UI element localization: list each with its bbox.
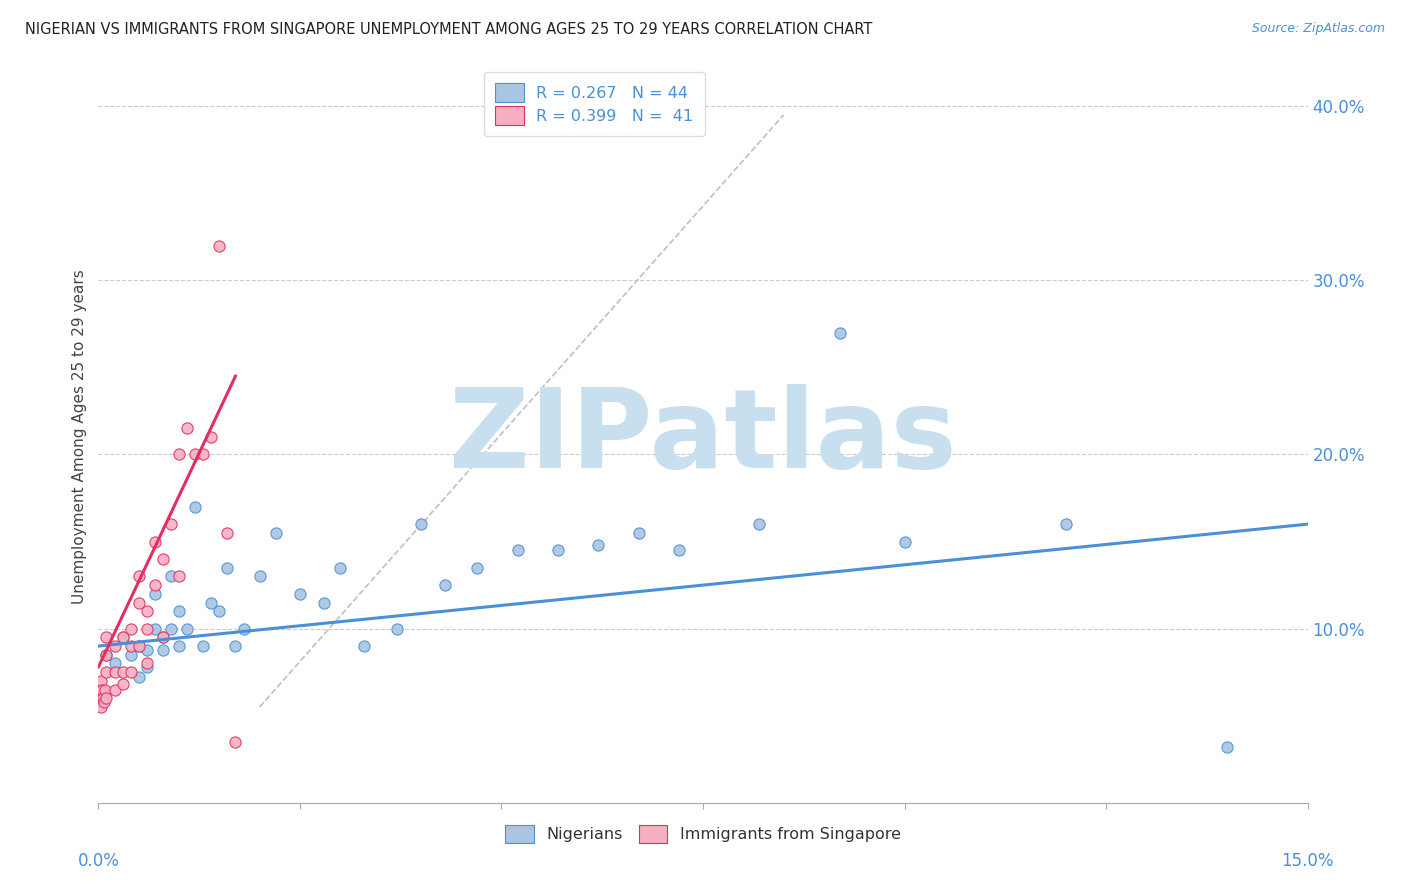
Point (224, 735, 246, 749)
Point (96, 665, 118, 680)
Point (90, 673, 112, 688)
Point (135, 622, 157, 636)
Point (160, 569, 183, 583)
Text: NIGERIAN VS IMMIGRANTS FROM SINGAPORE UNEMPLOYMENT AMONG AGES 25 TO 29 YEARS COR: NIGERIAN VS IMMIGRANTS FROM SINGAPORE UN… (25, 22, 873, 37)
Point (93, 695, 115, 709)
Point (128, 595, 150, 609)
Point (96, 631, 118, 645)
Point (465, 560, 488, 574)
Point (232, 622, 254, 636)
Point (128, 569, 150, 583)
Point (224, 639, 246, 653)
Point (103, 665, 125, 680)
Point (128, 639, 150, 653)
Point (547, 543, 569, 558)
Point (96, 691, 118, 706)
Text: 0.0%: 0.0% (77, 852, 120, 870)
Point (668, 543, 690, 558)
Point (152, 631, 174, 645)
Point (128, 639, 150, 653)
Point (152, 552, 174, 566)
Legend: Nigerians, Immigrants from Singapore: Nigerians, Immigrants from Singapore (498, 819, 908, 850)
Point (111, 631, 134, 645)
Point (143, 578, 166, 592)
Point (91, 682, 114, 697)
Point (120, 639, 142, 653)
Point (1216, 740, 1239, 755)
Point (184, 448, 207, 462)
Point (434, 578, 457, 592)
Point (217, 560, 239, 574)
Point (167, 639, 190, 653)
Point (96, 648, 118, 662)
Point (176, 421, 198, 435)
Point (160, 622, 183, 636)
Point (1054, 517, 1077, 532)
Point (135, 657, 157, 671)
Point (385, 622, 408, 636)
Point (893, 534, 915, 549)
Text: 15.0%: 15.0% (1281, 852, 1334, 870)
Point (353, 639, 375, 653)
Point (111, 677, 134, 691)
Point (111, 631, 134, 645)
Y-axis label: Unemployment Among Ages 25 to 29 years: Unemployment Among Ages 25 to 29 years (72, 269, 87, 605)
Point (89, 682, 111, 697)
Point (627, 525, 650, 540)
Point (90, 700, 112, 714)
Point (152, 631, 174, 645)
Point (135, 604, 157, 618)
Point (111, 665, 134, 680)
Text: ZIPatlas: ZIPatlas (449, 384, 957, 491)
Point (103, 657, 125, 671)
Point (96, 648, 118, 662)
Point (135, 660, 157, 674)
Point (264, 525, 287, 540)
Point (828, 326, 851, 340)
Point (314, 595, 336, 609)
Point (176, 622, 198, 636)
Point (409, 517, 432, 532)
Point (143, 534, 166, 549)
Point (748, 517, 770, 532)
Point (94, 682, 117, 697)
Point (208, 604, 231, 618)
Point (120, 648, 142, 662)
Text: Source: ZipAtlas.com: Source: ZipAtlas.com (1251, 22, 1385, 36)
Point (329, 560, 352, 574)
Point (143, 587, 166, 601)
Point (200, 430, 222, 444)
Point (217, 525, 239, 540)
Point (143, 622, 166, 636)
Point (90, 691, 112, 706)
Point (167, 569, 190, 583)
Point (506, 543, 529, 558)
Point (91, 691, 114, 706)
Point (249, 569, 271, 583)
Point (193, 639, 215, 653)
Point (200, 595, 222, 609)
Point (120, 622, 142, 636)
Point (160, 517, 183, 532)
Point (135, 642, 157, 657)
Point (288, 587, 311, 601)
Point (103, 682, 125, 697)
Point (586, 538, 609, 552)
Point (167, 604, 190, 618)
Point (193, 448, 215, 462)
Point (152, 642, 174, 657)
Point (120, 665, 142, 680)
Point (184, 500, 207, 514)
Point (167, 448, 190, 462)
Point (208, 238, 231, 252)
Point (128, 670, 150, 684)
Point (103, 639, 125, 653)
